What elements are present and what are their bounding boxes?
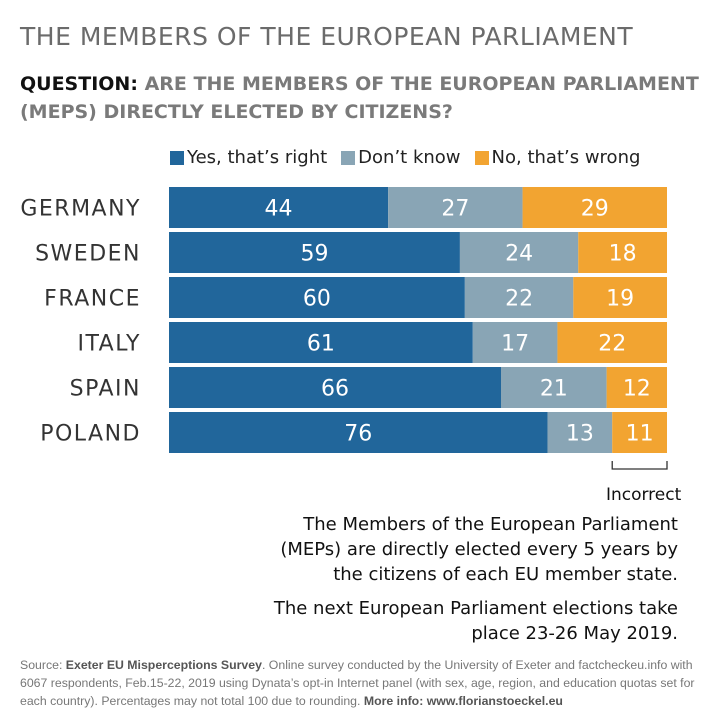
bar-segment — [169, 277, 465, 318]
data-label: 21 — [540, 377, 568, 402]
data-label: 27 — [441, 197, 469, 222]
data-label: 61 — [307, 332, 335, 357]
note-2: The next European Parliament elections t… — [273, 598, 678, 644]
bar-segment — [547, 412, 613, 453]
bar-segment — [169, 367, 501, 408]
data-label: 24 — [505, 242, 533, 267]
question-label: QUESTION: — [20, 73, 138, 95]
source-prefix: Source: — [20, 658, 66, 672]
data-label: 22 — [505, 287, 533, 312]
note-1: The Members of the European Parliament (… — [280, 514, 678, 585]
data-label: 11 — [626, 422, 654, 447]
bar-segment — [388, 187, 523, 228]
bar-segment — [169, 412, 548, 453]
data-label: 60 — [303, 287, 331, 312]
data-label: 66 — [321, 377, 349, 402]
category-label: FRANCE — [44, 287, 141, 312]
legend-swatch — [341, 150, 356, 165]
question-text: ARE THE MEMBERS OF THE EUROPEAN PARLIAME… — [20, 73, 699, 123]
category-label: ITALY — [77, 332, 141, 357]
page-title: THE MEMBERS OF THE EUROPEAN PARLIAMENT — [20, 22, 634, 51]
legend-label: Yes, that’s right — [187, 147, 328, 168]
bar-segment — [169, 322, 473, 363]
legend-swatch — [474, 150, 489, 165]
category-label: POLAND — [40, 422, 141, 447]
category-label: SWEDEN — [35, 242, 141, 267]
source-more-info: More info: www.florianstoeckel.eu — [363, 694, 563, 708]
data-label: 17 — [501, 332, 529, 357]
data-label: 13 — [566, 422, 594, 447]
source-survey: Exeter EU Misperceptions Survey — [65, 658, 262, 672]
bar-segment — [464, 277, 574, 318]
bar-segment — [501, 367, 607, 408]
legend: Yes, that’s right Don’t know No, that’s … — [170, 147, 640, 168]
data-label: 19 — [606, 287, 634, 312]
bar-segment — [578, 232, 667, 273]
bar-segment — [522, 187, 667, 228]
category-label: SPAIN — [70, 377, 141, 402]
bar-segment — [612, 412, 667, 453]
legend-label: No, that’s wrong — [491, 147, 641, 168]
data-label: 29 — [581, 197, 609, 222]
bar-segment — [606, 367, 667, 408]
legend-label: Don’t know — [358, 147, 461, 168]
bar-segment — [472, 322, 558, 363]
bar-segment — [169, 187, 389, 228]
bar-segment — [459, 232, 579, 273]
data-label: 18 — [609, 242, 637, 267]
question: QUESTION: ARE THE MEMBERS OF THE EUROPEA… — [20, 70, 700, 126]
bar-segment — [169, 232, 460, 273]
incorrect-annotation: Incorrect — [606, 485, 682, 505]
stacked-bar-chart: GERMANY 44 27 29 SWEDEN 59 24 18 FRANCE 60 22 19 ITA… — [20, 187, 682, 505]
legend-item-no: No, that’s wrong — [474, 147, 641, 168]
data-label: 76 — [344, 422, 372, 447]
bar-segment — [557, 322, 667, 363]
source-body: . Online survey conducted by the Univers… — [20, 658, 695, 708]
data-label: 22 — [598, 332, 626, 357]
data-label: 12 — [623, 377, 651, 402]
data-label: 59 — [300, 242, 328, 267]
category-label: GERMANY — [20, 197, 141, 222]
legend-item-dont-know: Don’t know — [341, 147, 461, 168]
source: Source: Exeter EU Misperceptions Survey.… — [20, 656, 710, 710]
legend-swatch — [170, 150, 184, 165]
incorrect-bracket — [611, 461, 668, 470]
legend-item-yes: Yes, that’s right — [170, 147, 327, 168]
bar-segment — [573, 277, 667, 318]
data-label: 44 — [265, 197, 293, 222]
